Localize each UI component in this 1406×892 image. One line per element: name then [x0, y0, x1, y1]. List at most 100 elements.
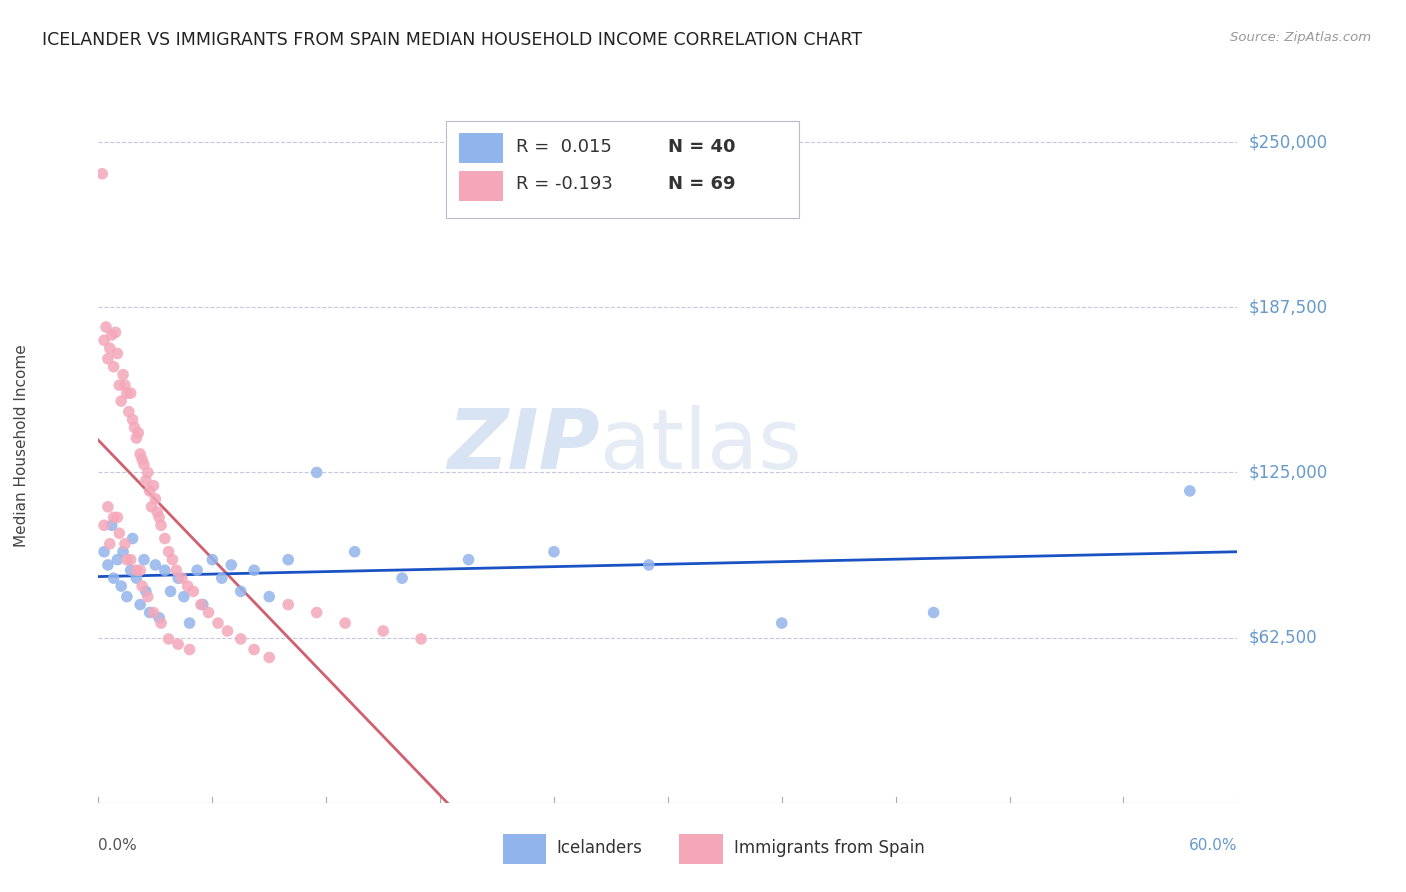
Text: 0.0%: 0.0% [98, 838, 138, 854]
Point [103, 571, 125, 585]
Point [125, 563, 148, 577]
Point [173, 590, 195, 604]
Point [107, 552, 129, 566]
Point [150, 616, 173, 631]
Point [191, 598, 214, 612]
Text: N = 69: N = 69 [668, 175, 735, 193]
Point [108, 378, 131, 392]
Point [131, 579, 153, 593]
Point [114, 378, 136, 392]
Point [243, 642, 266, 657]
Point [108, 526, 131, 541]
Point [145, 558, 167, 572]
Point [93, 545, 115, 559]
Point [207, 616, 229, 631]
Point [277, 598, 299, 612]
Point [93, 333, 115, 347]
Point [259, 650, 281, 665]
Point [179, 642, 201, 657]
Point [115, 552, 138, 566]
Point [201, 552, 224, 566]
Point [112, 545, 135, 559]
Point [97, 558, 120, 572]
Point [107, 346, 129, 360]
FancyBboxPatch shape [446, 121, 799, 218]
Point [136, 466, 159, 480]
Point [148, 611, 170, 625]
Point [132, 552, 155, 566]
Text: 60.0%: 60.0% [1189, 838, 1237, 854]
Point [176, 579, 198, 593]
Point [186, 563, 208, 577]
Point [150, 518, 173, 533]
Point [98, 537, 121, 551]
Text: ICELANDER VS IMMIGRANTS FROM SPAIN MEDIAN HOUSEHOLD INCOME CORRELATION CHART: ICELANDER VS IMMIGRANTS FROM SPAIN MEDIA… [42, 31, 862, 49]
Point [103, 359, 125, 374]
Point [112, 368, 135, 382]
Point [305, 606, 328, 620]
Point [103, 510, 125, 524]
Point [115, 386, 138, 401]
Text: Icelanders: Icelanders [557, 838, 643, 856]
Point [277, 552, 299, 566]
Point [100, 328, 122, 343]
Point [136, 590, 159, 604]
Point [371, 624, 394, 638]
Text: Source: ZipAtlas.com: Source: ZipAtlas.com [1230, 31, 1371, 45]
Point [159, 584, 181, 599]
Point [305, 466, 328, 480]
Point [98, 341, 121, 355]
Point [197, 606, 219, 620]
Point [211, 571, 233, 585]
Text: R = -0.193: R = -0.193 [516, 175, 613, 193]
Point [97, 500, 120, 514]
Point [120, 386, 142, 401]
Point [543, 545, 565, 559]
Point [131, 452, 153, 467]
Point [120, 563, 142, 577]
Point [142, 606, 165, 620]
Point [190, 598, 212, 612]
Point [138, 483, 160, 498]
Point [1178, 483, 1201, 498]
Point [335, 616, 357, 631]
Point [153, 563, 176, 577]
Text: N = 40: N = 40 [668, 138, 735, 156]
Point [115, 590, 138, 604]
Point [121, 532, 143, 546]
Text: Immigrants from Spain: Immigrants from Spain [734, 838, 925, 856]
Point [100, 518, 122, 533]
Point [129, 563, 152, 577]
Point [243, 563, 266, 577]
Bar [460, 170, 503, 201]
Point [120, 552, 142, 566]
Point [135, 584, 157, 599]
Point [91, 167, 114, 181]
Point [114, 537, 136, 551]
Point [93, 518, 115, 533]
Point [127, 425, 149, 440]
Point [183, 584, 205, 599]
Text: ZIP: ZIP [447, 406, 599, 486]
Point [148, 510, 170, 524]
Point [125, 431, 148, 445]
Point [146, 505, 169, 519]
Point [141, 500, 163, 514]
Point [217, 624, 239, 638]
Point [107, 510, 129, 524]
Point [922, 606, 945, 620]
Text: Median Household Income: Median Household Income [14, 344, 28, 548]
Text: R =  0.015: R = 0.015 [516, 138, 612, 156]
Text: $250,000: $250,000 [1249, 133, 1327, 151]
Point [638, 558, 661, 572]
Point [167, 571, 190, 585]
Point [129, 598, 152, 612]
Point [97, 351, 120, 366]
Point [121, 412, 143, 426]
Point [457, 552, 479, 566]
Point [124, 420, 146, 434]
Point [94, 320, 117, 334]
Point [125, 571, 148, 585]
Point [165, 563, 187, 577]
Point [229, 584, 252, 599]
